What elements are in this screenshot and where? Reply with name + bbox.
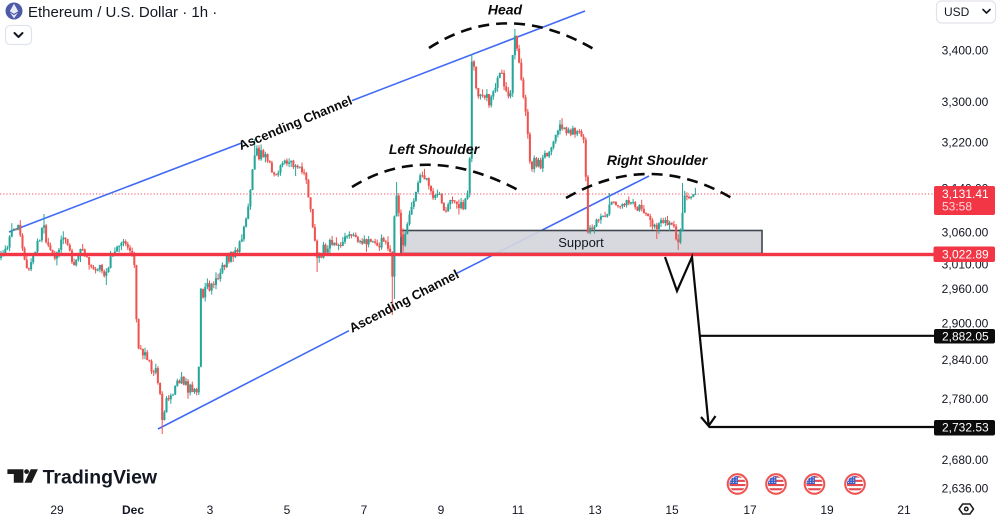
svg-text:21: 21 [897, 503, 911, 517]
svg-text:3,131.41: 3,131.41 [942, 187, 989, 201]
svg-text:2,882.05: 2,882.05 [942, 329, 989, 343]
svg-text:3,220.00: 3,220.00 [942, 136, 989, 150]
svg-text:53:58: 53:58 [942, 199, 972, 213]
svg-text:3,400.00: 3,400.00 [942, 44, 989, 58]
svg-text:Left Shoulder: Left Shoulder [389, 141, 481, 157]
svg-text:29: 29 [50, 503, 64, 517]
svg-text:17: 17 [743, 503, 757, 517]
svg-text:2,732.53: 2,732.53 [942, 421, 989, 435]
svg-text:2,960.00: 2,960.00 [942, 282, 989, 296]
svg-text:11: 11 [512, 503, 525, 517]
svg-text:USD: USD [944, 5, 970, 19]
svg-text:2,680.00: 2,680.00 [942, 453, 989, 467]
svg-text:Head: Head [488, 2, 523, 18]
svg-text:TradingView: TradingView [43, 466, 158, 488]
svg-text:Dec: Dec [122, 503, 144, 517]
svg-text:2,840.00: 2,840.00 [942, 353, 989, 367]
svg-text:19: 19 [820, 503, 834, 517]
svg-text:Ethereum / U.S. Dollar · 1h ·: Ethereum / U.S. Dollar · 1h · [28, 4, 217, 21]
svg-text:15: 15 [665, 503, 679, 517]
svg-text:5: 5 [284, 503, 291, 517]
svg-text:2,780.00: 2,780.00 [942, 392, 989, 406]
svg-text:2,636.00: 2,636.00 [942, 482, 989, 496]
svg-text:3: 3 [207, 503, 214, 517]
svg-text:3,022.89: 3,022.89 [942, 248, 989, 262]
svg-text:Right Shoulder: Right Shoulder [607, 152, 709, 168]
svg-text:2,900.00: 2,900.00 [942, 317, 989, 331]
svg-text:3,060.00: 3,060.00 [942, 226, 989, 240]
svg-text:3,300.00: 3,300.00 [942, 95, 989, 109]
svg-text:Support: Support [558, 235, 604, 250]
svg-text:13: 13 [588, 503, 602, 517]
svg-text:9: 9 [438, 503, 445, 517]
svg-text:7: 7 [361, 503, 368, 517]
